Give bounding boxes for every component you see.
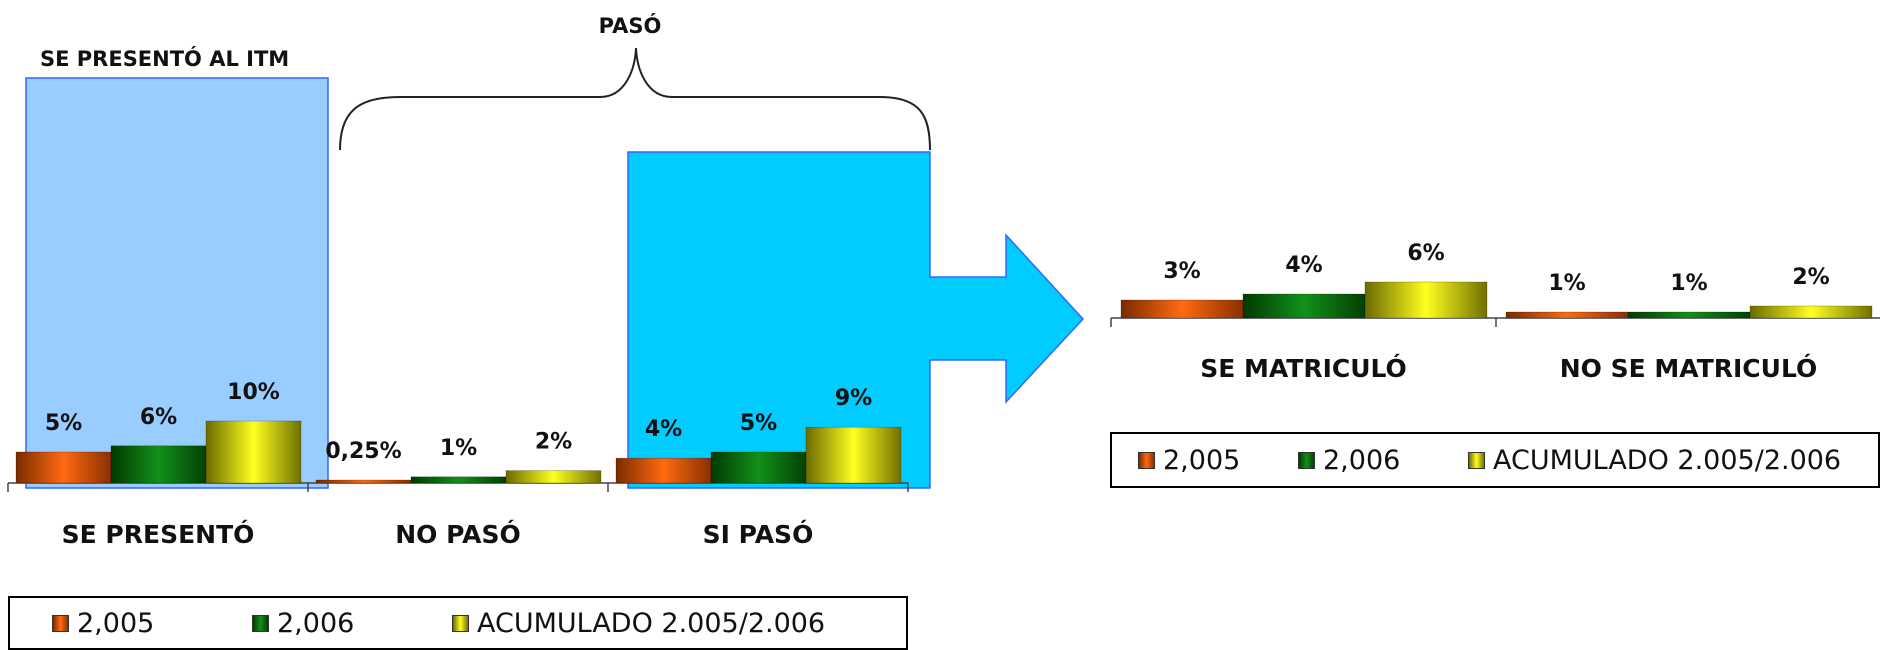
data-label-se-presento-2-006: 6%	[140, 405, 177, 430]
legend-swatch-2005	[52, 614, 69, 632]
bar-se-presento-2-005	[15, 451, 112, 484]
bar-si-paso-2-006	[710, 451, 807, 484]
data-label-si-paso-2-005: 4%	[645, 417, 682, 442]
legend-swatch-2006	[252, 614, 269, 632]
data-label-no-paso-2-005: 0,25%	[325, 439, 401, 464]
legend-label-2006: 2,006	[1323, 444, 1401, 476]
bar-no-paso-2-005	[315, 479, 412, 484]
bar-no-se-matriculo-2-006	[1627, 311, 1751, 319]
legend-item-accumulated: ACUMULADO 2.005/2.006	[452, 608, 825, 639]
legend-label-accumulated: ACUMULADO 2.005/2.006	[1493, 444, 1842, 476]
legend-swatch-accumulated	[1468, 451, 1485, 469]
data-label-no-paso-acumulado-2-005-2-006: 2%	[535, 430, 572, 455]
exam-results-chart: 5% 6% 10% SE PRESENTÓ 0,25% 1% 2% NO PASÓ 4% 5% 9%…	[7, 380, 909, 549]
legend-item-2006: 2,006	[1298, 445, 1468, 476]
bar-no-paso-acumulado-2-005-2-006	[505, 470, 602, 484]
legend-item-accumulated: ACUMULADO 2.005/2.006	[1468, 445, 1841, 476]
passed-flow-arrow	[627, 151, 1085, 489]
category-label-se-presento: SE PRESENTÓ	[62, 519, 255, 549]
bar-se-presento-2-006	[110, 445, 207, 484]
data-label-si-paso-acumulado-2-005-2-006: 9%	[835, 386, 872, 411]
category-label-no-paso: NO PASÓ	[395, 519, 521, 549]
legend-swatch-2006	[1298, 451, 1315, 469]
presented-highlight-box	[25, 77, 329, 489]
bar-se-matriculo-2-006	[1242, 293, 1366, 319]
legend-label-accumulated: ACUMULADO 2.005/2.006	[477, 607, 826, 639]
data-label-se-matriculo-2-005: 3%	[1163, 259, 1200, 284]
legend-item-2006: 2,006	[252, 608, 452, 639]
legend-item-2005: 2,005	[1138, 445, 1298, 476]
legend-swatch-accumulated	[452, 614, 469, 632]
passed-brace	[339, 47, 931, 151]
bar-se-presento-acumulado-2-005-2-006	[205, 420, 302, 484]
data-label-no-paso-2-006: 1%	[440, 436, 477, 461]
legend-label-2005: 2,005	[1163, 444, 1241, 476]
data-label-no-se-matriculo-2-005: 1%	[1548, 271, 1585, 296]
legend-swatch-2005	[1138, 451, 1155, 469]
bar-se-matriculo-2-005	[1120, 299, 1244, 319]
category-label-se-matriculo: SE MATRICULÓ	[1200, 353, 1407, 383]
data-label-se-presento-acumulado-2-005-2-006: 10%	[227, 380, 280, 405]
bar-si-paso-acumulado-2-005-2-006	[805, 426, 902, 484]
category-label-si-paso: SI PASÓ	[703, 519, 814, 549]
legend-label-2005: 2,005	[77, 607, 155, 639]
legend-item-2005: 2,005	[52, 608, 252, 639]
data-label-no-se-matriculo-acumulado-2-005-2-006: 2%	[1792, 265, 1829, 290]
enrollment-legend: 2,005 2,006 ACUMULADO 2.005/2.006	[1110, 432, 1880, 488]
enrollment-chart: 3% 4% 6% SE MATRICULÓ 1% 1% 2% NO SE MATRICULÓ	[1110, 241, 1880, 383]
bar-si-paso-2-005	[615, 457, 712, 484]
data-label-si-paso-2-006: 5%	[740, 411, 777, 436]
bar-se-matriculo-acumulado-2-005-2-006	[1364, 281, 1488, 319]
data-label-no-se-matriculo-2-006: 1%	[1670, 271, 1707, 296]
category-label-no-se-matriculo: NO SE MATRICULÓ	[1560, 353, 1818, 383]
legend-label-2006: 2,006	[277, 607, 355, 639]
data-label-se-matriculo-acumulado-2-005-2-006: 6%	[1407, 241, 1444, 266]
bar-no-se-matriculo-acumulado-2-005-2-006	[1749, 305, 1873, 319]
data-label-se-matriculo-2-006: 4%	[1285, 253, 1322, 278]
presented-box-title: SE PRESENTÓ AL ITM	[40, 46, 289, 71]
exam-results-legend: 2,005 2,006 ACUMULADO 2.005/2.006	[8, 596, 908, 650]
data-label-se-presento-2-005: 5%	[45, 411, 82, 436]
bar-no-paso-2-006	[410, 476, 507, 484]
bar-no-se-matriculo-2-005	[1505, 311, 1629, 319]
passed-brace-label: PASÓ	[599, 13, 662, 38]
